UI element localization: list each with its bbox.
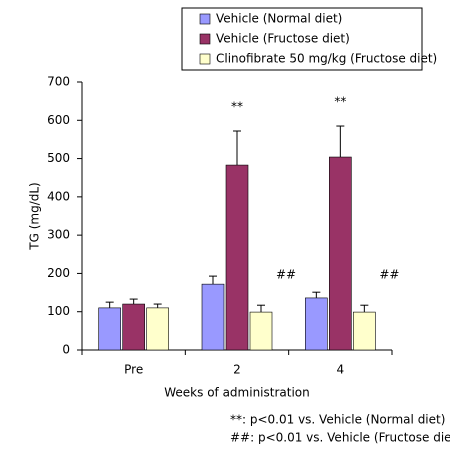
x-axis-label: Weeks of administration	[164, 386, 310, 400]
footnote: ##: p<0.01 vs. Vehicle (Fructose diet)	[230, 431, 450, 445]
bar	[353, 311, 376, 351]
bar	[225, 164, 249, 351]
y-tick-label: 500	[47, 151, 70, 165]
y-tick-label: 700	[47, 75, 70, 89]
legend-box	[181, 7, 423, 71]
bar	[201, 283, 225, 351]
y-tick-label: 0	[62, 343, 70, 357]
legend-swatch	[199, 53, 211, 65]
y-tick-label: 300	[47, 228, 70, 242]
x-tick-label: 4	[337, 363, 345, 377]
y-tick-label: 600	[47, 113, 70, 127]
x-tick-label: 2	[233, 363, 241, 377]
footnote: **: p<0.01 vs. Vehicle (Normal diet)	[230, 413, 445, 427]
bar	[329, 156, 352, 351]
y-tick-label: 400	[47, 189, 70, 203]
legend-swatch	[199, 13, 211, 25]
legend-label: Vehicle (Normal diet)	[216, 12, 342, 26]
x-tick-label: Pre	[124, 363, 143, 377]
legend-swatch	[199, 33, 211, 45]
y-tick-label: 100	[47, 304, 70, 318]
y-axis-label: TG (mg/dL)	[28, 182, 42, 250]
significance-mark: ##	[276, 268, 296, 282]
significance-mark: **	[231, 100, 243, 114]
bar	[98, 307, 121, 351]
bar	[249, 311, 273, 351]
y-tick-label: 200	[47, 266, 70, 280]
bar	[146, 307, 169, 351]
significance-mark: ##	[379, 268, 399, 282]
significance-mark: **	[334, 95, 346, 109]
legend-label: Clinofibrate 50 mg/kg (Fructose diet)	[216, 52, 437, 66]
legend-label: Vehicle (Fructose diet)	[216, 32, 350, 46]
bar	[122, 303, 145, 351]
bar	[305, 297, 328, 351]
